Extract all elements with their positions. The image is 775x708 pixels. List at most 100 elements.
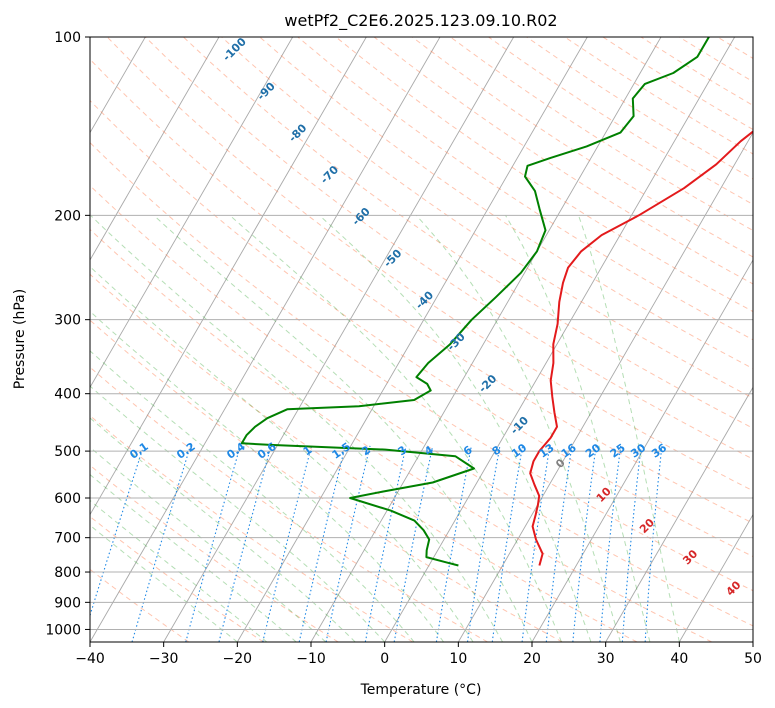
- plot-frame: [89, 36, 754, 643]
- mixing-ratio-label: 20: [583, 441, 603, 461]
- isotherm-line: [90, 37, 367, 516]
- dry-adiabat-line: [90, 99, 753, 558]
- dewpoint-line: [240, 37, 710, 567]
- moist-adiabat-line: [90, 417, 356, 642]
- y-tick-label: 1000: [45, 622, 81, 638]
- mixing-ratio-line: [545, 445, 573, 642]
- mixing-ratio-label: 25: [608, 441, 628, 460]
- moist-adiabat-line: [229, 214, 562, 642]
- isotherm-line: [678, 513, 753, 642]
- dry-adiabat-line: [90, 366, 488, 642]
- x-tick-label: 30: [597, 651, 615, 667]
- x-tick-label: −30: [149, 651, 179, 667]
- dry-adiabat-line: [90, 228, 712, 642]
- mixing-ratio-line: [262, 445, 313, 642]
- moist-adiabat-line: [90, 524, 238, 642]
- isotherm-line: [310, 37, 662, 642]
- dry-adiabat-line: [450, 37, 753, 232]
- height-label: -60: [350, 205, 373, 228]
- isotherm-line: [163, 37, 515, 642]
- moist-adiabat-line: [90, 385, 386, 642]
- mixing-ratio-label: 1.5: [330, 440, 353, 462]
- mixing-ratio-label: 0.2: [174, 440, 197, 462]
- mixing-ratio-line: [572, 445, 597, 642]
- dry-adiabat-line: [90, 141, 753, 592]
- mixing-ratio-line: [466, 445, 501, 642]
- dry-adiabat-line: [90, 319, 563, 642]
- chart-title: wetPf2_C2E6.2025.123.09.10.R02: [284, 11, 557, 31]
- x-axis-label: Temperature (°C): [360, 682, 482, 698]
- mixing-ratio-line: [644, 445, 663, 642]
- moist-adiabat-line: [319, 214, 592, 642]
- theta-label: 40: [724, 578, 744, 598]
- y-tick-label: 600: [54, 491, 81, 507]
- mixing-ratio-line: [325, 445, 371, 642]
- height-label: -20: [476, 372, 499, 395]
- dry-adiabat-line: [90, 464, 339, 642]
- height-label: -50: [381, 247, 404, 270]
- isotherm-line: [752, 641, 753, 642]
- theta-label: 30: [680, 547, 700, 567]
- isotherm-line: [236, 37, 588, 642]
- mixing-ratio-line: [218, 445, 272, 642]
- y-axis-label: Pressure (hPa): [12, 289, 28, 389]
- y-tick-label: 300: [54, 313, 81, 329]
- x-tick-label: 50: [744, 651, 762, 667]
- y-tick-label: 500: [54, 444, 81, 460]
- height-label: -100: [220, 35, 249, 64]
- moist-adiabat-line: [153, 214, 533, 642]
- isotherm-line: [531, 259, 753, 642]
- mixing-ratio-label: 10: [509, 441, 529, 461]
- series-layer: [240, 37, 753, 567]
- x-tick-label: −20: [223, 651, 253, 667]
- y-tick-label: 400: [54, 387, 81, 403]
- moist-adiabat-line: [90, 473, 297, 642]
- dry-adiabat-line: [90, 58, 753, 524]
- height-label: -70: [318, 163, 341, 186]
- x-tick-label: −40: [75, 651, 105, 667]
- height-label: -40: [413, 288, 436, 311]
- moist-adiabat-line: [90, 310, 444, 642]
- mixing-ratio-line: [131, 445, 191, 642]
- dry-adiabat-line: [106, 37, 753, 492]
- x-axis: −40 −30 −20 −10 0 10 20 30 40 50: [75, 642, 762, 667]
- isotherm-line: [457, 131, 753, 642]
- x-tick-label: 40: [670, 651, 688, 667]
- x-tick-label: −10: [296, 651, 326, 667]
- y-axis: 100 200 300 400 500 600 700 800 900 1000: [45, 30, 90, 638]
- x-tick-label: 0: [380, 651, 389, 667]
- moist-adiabat-line: [90, 265, 474, 642]
- dry-adiabat-line: [90, 415, 414, 642]
- mixing-ratio-label: 16: [559, 441, 579, 461]
- mixing-ratio-label: 30: [628, 441, 648, 461]
- dry-adiabat-line: [526, 37, 753, 180]
- background-lines: [90, 37, 753, 642]
- moist-adiabat-line: [415, 214, 621, 642]
- mixing-ratio-label: 36: [649, 441, 669, 461]
- theta-label: 10: [594, 485, 614, 505]
- dry-adiabat-line: [335, 37, 753, 313]
- x-tick-label: 20: [523, 651, 541, 667]
- dry-adiabat-line: [90, 273, 638, 642]
- moist-adiabat-line: [90, 214, 503, 642]
- mixing-ratio-line: [521, 445, 551, 642]
- mixing-ratio-line: [298, 445, 346, 642]
- dry-adiabat-line: [90, 568, 190, 642]
- temperature-line: [529, 130, 753, 566]
- dry-adiabat-line: [373, 37, 753, 285]
- isotherm-line: [605, 386, 753, 642]
- mixing-ratio-line: [599, 445, 622, 642]
- mixing-ratio-line: [364, 445, 407, 642]
- mixing-ratio-line: [393, 445, 434, 642]
- dry-adiabat-line: [259, 37, 753, 370]
- mixing-ratio-line: [435, 445, 472, 642]
- moist-adiabat-line: [90, 446, 327, 642]
- mixing-ratio-line: [621, 445, 642, 642]
- dry-adiabat-line: [183, 37, 753, 429]
- y-tick-label: 900: [54, 595, 81, 611]
- y-tick-label: 200: [54, 208, 81, 224]
- y-tick-label: 800: [54, 565, 81, 581]
- mixing-ratio-line: [185, 445, 241, 642]
- moist-adiabat-line: [90, 350, 415, 642]
